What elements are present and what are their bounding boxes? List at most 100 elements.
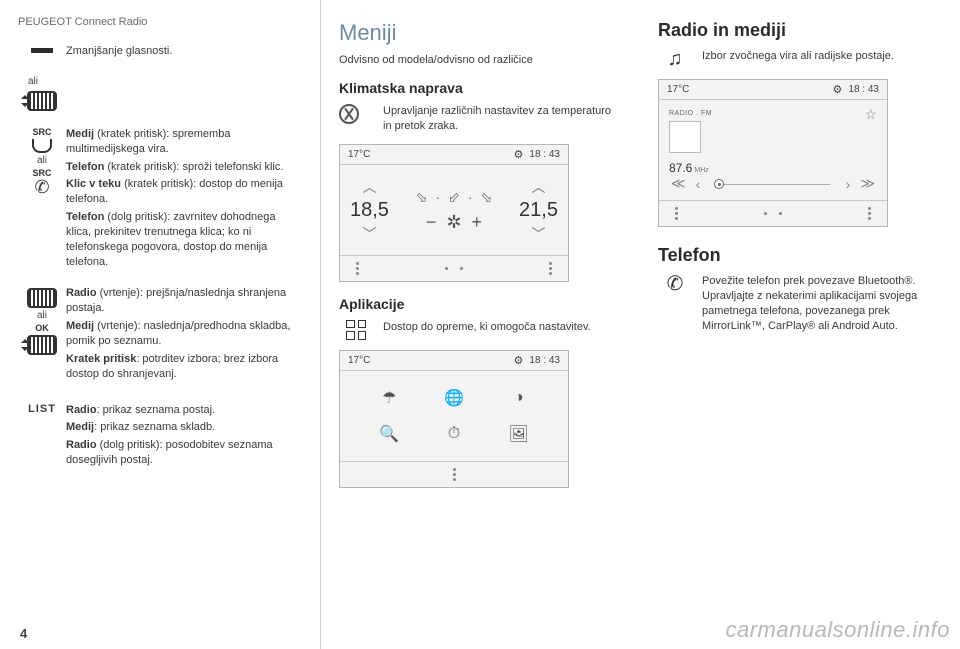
meniji-heading: Meniji — [339, 20, 622, 46]
screen-footbar — [340, 461, 568, 487]
handset-icon: ✆ — [18, 178, 66, 196]
phone-desc-row: ✆ Povežite telefon prek povezave Bluetoo… — [658, 274, 942, 333]
ok-label: OK — [18, 323, 66, 333]
ali-label: ali — [18, 155, 66, 166]
meniji-subtitle: Odvisno od modela/odvisno od različice — [339, 54, 622, 66]
chevron-up-icon[interactable]: ︿ — [532, 177, 546, 197]
app-icon[interactable]: 🔍 — [378, 423, 400, 445]
screen-topbar: 17°C ⚙ 18 : 43 — [340, 145, 568, 165]
step-next-icon[interactable]: › — [844, 176, 853, 192]
app-icon[interactable]: ◑ — [508, 387, 530, 409]
music-note-icon: ♫ — [658, 49, 692, 69]
tuner-row: ≪ ‹ › ≫ — [669, 175, 877, 192]
phone-cradle-icon — [32, 139, 52, 153]
left-temp-control[interactable]: ︿ 18,5 ﹀ — [350, 177, 389, 244]
apps-desc-row: Dostop do opreme, ki omogoča nastavitev. — [339, 320, 622, 340]
volume-down-text: Zmanjšanje glasnosti. — [66, 44, 302, 59]
left-temp: 18,5 — [350, 199, 389, 222]
screen-footbar — [659, 200, 887, 226]
screen-footbar — [340, 255, 568, 281]
ali-label: ali — [18, 310, 66, 321]
list-text: Radio: prikaz seznama postaj. Medij: pri… — [66, 403, 302, 471]
thumbwheel-icon — [18, 89, 66, 113]
thumbwheel-icon — [27, 288, 57, 308]
climate-screen: 17°C ⚙ 18 : 43 ︿ 18,5 ﹀ ⬂·⬃·⬂ −✲+ ︿ 21,5 … — [339, 144, 569, 282]
entry-volume-down: Zmanjšanje glasnosti. — [18, 44, 302, 62]
gear-icon: ⚙ — [833, 83, 843, 96]
entry-wheel-plain — [18, 89, 302, 113]
screen-temp: 17°C — [348, 355, 370, 366]
screen-topbar: 17°C ⚙ 18 : 43 — [659, 80, 887, 100]
apps-screen: 17°C ⚙ 18 : 43 ☂ 🌐 ◑ 🔍 ⏱ 🖼 — [339, 350, 569, 488]
fan-icon — [339, 104, 373, 124]
screen-time: 18 : 43 — [529, 355, 560, 366]
radio-body: ☆ RADIO . FM 87.6MHz ≪ ‹ › ≫ — [659, 100, 887, 200]
column-right: Radio in mediji ♫ Izbor zvočnega vira al… — [640, 0, 960, 649]
radio-frequency: 87.6MHz — [669, 161, 877, 175]
src-icon-stack: SRC ali SRC ✆ — [18, 127, 66, 196]
phone-desc: Povežite telefon prek povezave Bluetooth… — [702, 274, 942, 333]
screen-time: 18 : 43 — [848, 84, 879, 95]
airflow-icons[interactable]: ⬂·⬃·⬂ — [416, 189, 493, 206]
radio-desc: Izbor zvočnega vira ali radijske postaje… — [702, 49, 942, 64]
step-prev-icon[interactable]: ‹ — [694, 176, 703, 192]
phone-heading: Telefon — [658, 245, 942, 266]
screen-temp: 17°C — [348, 149, 370, 160]
wheel-text: Radio (vrtenje): prejšnja/naslednja shra… — [66, 286, 302, 384]
radio-desc-row: ♫ Izbor zvočnega vira ali radijske posta… — [658, 49, 942, 69]
entry-src: SRC ali SRC ✆ Medij (kratek pritisk): sp… — [18, 127, 302, 273]
chevron-down-icon[interactable]: ﹀ — [362, 224, 376, 244]
app-icon[interactable]: ⏱ — [443, 423, 465, 445]
climate-heading: Klimatska naprava — [339, 80, 622, 96]
menu-dots-icon[interactable] — [549, 260, 552, 277]
src-label: SRC — [18, 127, 66, 137]
thumbwheel-arrows-icon — [27, 335, 57, 355]
tuner-slider[interactable] — [708, 177, 837, 191]
wheel-ok-icon-stack: ali OK — [18, 286, 66, 357]
apps-heading: Aplikacije — [339, 296, 622, 312]
radio-heading: Radio in mediji — [658, 20, 942, 41]
menu-dots-icon[interactable] — [453, 466, 456, 483]
column-middle: Meniji Odvisno od modela/odvisno od razl… — [320, 0, 640, 649]
chevron-down-icon[interactable]: ﹀ — [532, 224, 546, 244]
seek-prev-icon[interactable]: ≪ — [669, 175, 688, 192]
apps-grid-icon — [339, 320, 373, 340]
radio-source: RADIO . FM — [669, 110, 877, 117]
gear-icon: ⚙ — [514, 148, 524, 161]
seek-next-icon[interactable]: ≫ — [858, 175, 877, 192]
fan-speed[interactable]: −✲+ — [426, 212, 482, 233]
gear-icon: ⚙ — [514, 354, 524, 367]
screen-topbar: 17°C ⚙ 18 : 43 — [340, 351, 568, 371]
favorite-star-icon[interactable]: ☆ — [864, 106, 877, 123]
ali-label: ali — [28, 76, 302, 87]
climate-desc: Upravljanje različnih nastavitev za temp… — [383, 104, 622, 134]
right-temp: 21,5 — [519, 199, 558, 222]
chevron-up-icon[interactable]: ︿ — [362, 177, 376, 197]
album-art-placeholder — [669, 121, 701, 153]
app-icon[interactable]: 🌐 — [443, 387, 465, 409]
volume-down-icon — [18, 44, 66, 57]
right-temp-control[interactable]: ︿ 21,5 ﹀ — [519, 177, 558, 244]
page-header: PEUGEOT Connect Radio — [18, 16, 302, 28]
screen-temp: 17°C — [667, 84, 689, 95]
climate-body: ︿ 18,5 ﹀ ⬂·⬃·⬂ −✲+ ︿ 21,5 ﹀ — [340, 165, 568, 255]
climate-center: ⬂·⬃·⬂ −✲+ — [416, 189, 493, 233]
handset-icon: ✆ — [658, 274, 692, 294]
entry-list: LIST Radio: prikaz seznama postaj. Medij… — [18, 403, 302, 471]
screen-time: 18 : 43 — [529, 149, 560, 160]
src-text: Medij (kratek pritisk): sprememba multim… — [66, 127, 302, 273]
climate-desc-row: Upravljanje različnih nastavitev za temp… — [339, 104, 622, 134]
entry-wheel-ok: ali OK Radio (vrtenje): prejšnja/nasledn… — [18, 286, 302, 384]
list-icon: LIST — [18, 403, 66, 415]
menu-dots-icon[interactable] — [868, 205, 871, 222]
watermark: carmanualsonline.info — [725, 617, 950, 643]
manual-page: PEUGEOT Connect Radio Zmanjšanje glasnos… — [0, 0, 960, 649]
app-icon[interactable]: 🖼 — [508, 423, 530, 445]
list-label: LIST — [18, 403, 66, 415]
column-left: PEUGEOT Connect Radio Zmanjšanje glasnos… — [0, 0, 320, 649]
app-icon[interactable]: ☂ — [378, 387, 400, 409]
apps-body: ☂ 🌐 ◑ 🔍 ⏱ 🖼 — [340, 371, 568, 461]
page-number: 4 — [20, 626, 27, 641]
apps-desc: Dostop do opreme, ki omogoča nastavitev. — [383, 320, 622, 335]
fan-icon: ✲ — [446, 212, 461, 233]
